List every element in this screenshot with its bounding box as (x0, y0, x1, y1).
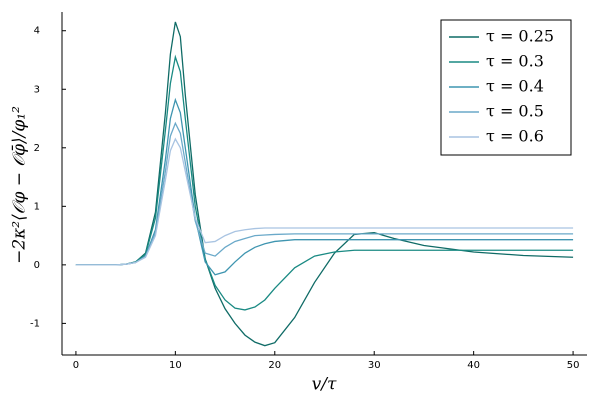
y-tick-label: 3 (34, 84, 40, 95)
y-tick-label: 4 (34, 26, 40, 37)
x-tick-label: 50 (567, 360, 580, 371)
legend-label: τ = 0.25 (486, 27, 554, 46)
y-tick-label: 1 (34, 201, 40, 212)
legend-box (440, 19, 572, 156)
x-tick-label: 10 (169, 360, 182, 371)
series-line (75, 137, 574, 266)
x-tick-label: 0 (73, 360, 79, 371)
y-tick-label: -1 (30, 318, 40, 329)
x-tick-label: 30 (368, 360, 381, 371)
y-tick-label: 2 (34, 143, 40, 154)
y-axis-label: −2κ²⟨𝒪φ − 𝒪φ̄⟩/φ₁² (10, 106, 30, 264)
legend-label: τ = 0.3 (486, 52, 544, 71)
x-axis-label: v/τ (312, 375, 337, 395)
x-tick-label: 20 (268, 360, 281, 371)
legend-label: τ = 0.6 (486, 127, 544, 146)
y-tick-label: 0 (34, 260, 40, 271)
x-tick-label: 40 (467, 360, 480, 371)
legend-label: τ = 0.4 (486, 77, 544, 96)
legend-label: τ = 0.5 (486, 102, 544, 121)
